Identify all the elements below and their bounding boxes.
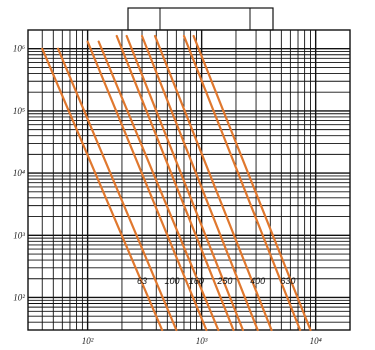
x-tick-label: 10²	[82, 336, 94, 346]
curve-labels: 63 100 160 250 400 630	[137, 276, 295, 286]
series-line-unlabeled-3	[97, 40, 220, 332]
y-tick-label: 10³	[13, 230, 25, 240]
series-line-unlabeled-1	[56, 47, 178, 332]
series-line-63	[41, 47, 164, 332]
y-tick-label: 10⁴	[13, 168, 25, 178]
series-line-unlabeled-4	[115, 34, 235, 332]
x-tick-labels: 10² 10³ 10⁴	[82, 336, 322, 346]
series-line-unlabeled-6	[140, 34, 259, 332]
curve-label-160: 160	[189, 276, 204, 286]
curve-label-250: 250	[216, 276, 232, 286]
curve-label-630: 630	[280, 276, 295, 286]
series-line-400	[182, 34, 302, 332]
curve-label-400: 400	[250, 276, 265, 286]
y-tick-labels: 10⁶ 10⁵ 10⁴ 10³ 10²	[13, 44, 25, 303]
series-line-100	[86, 40, 208, 332]
x-tick-label: 10⁴	[310, 336, 322, 346]
curve-label-100: 100	[165, 276, 180, 286]
series-line-160	[125, 34, 244, 332]
y-tick-label: 10⁵	[13, 106, 25, 116]
grid	[27, 7, 351, 331]
series-lines	[41, 34, 312, 332]
series-line-630	[192, 34, 312, 332]
series-line-250	[153, 34, 273, 332]
top-tab-frame	[127, 7, 274, 31]
x-tick-label: 10³	[196, 336, 208, 346]
y-tick-label: 10⁶	[13, 44, 25, 54]
y-tick-label: 10²	[13, 292, 25, 302]
curve-label-63: 63	[137, 276, 147, 286]
